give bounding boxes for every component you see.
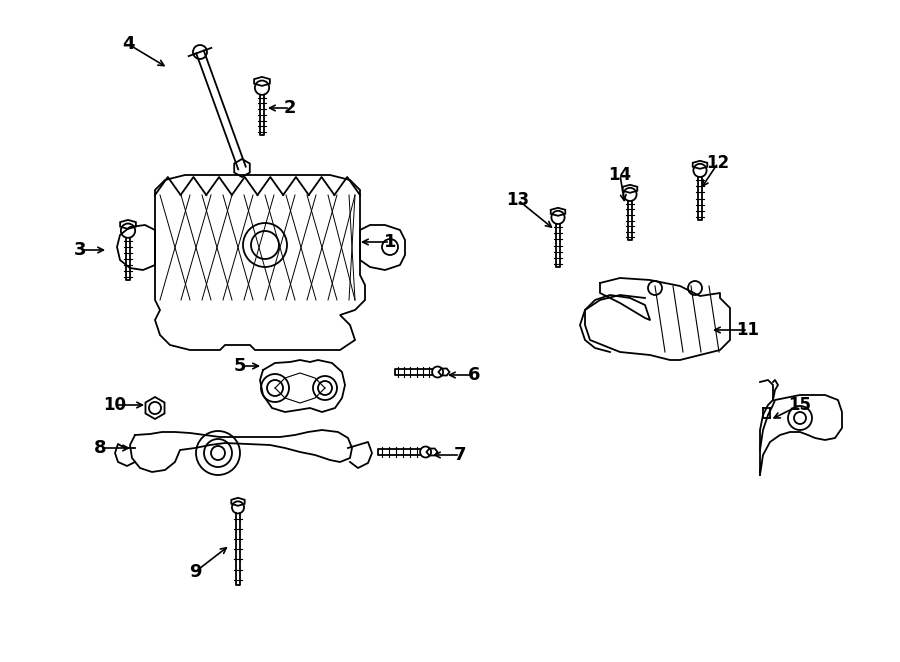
Text: 6: 6	[468, 366, 481, 384]
Text: 13: 13	[507, 191, 529, 209]
Text: 9: 9	[189, 563, 202, 581]
Text: 1: 1	[383, 233, 396, 251]
Text: 7: 7	[454, 446, 466, 464]
Text: 15: 15	[788, 396, 812, 414]
Text: 5: 5	[234, 357, 247, 375]
Text: 10: 10	[104, 396, 127, 414]
Text: 14: 14	[608, 166, 632, 184]
Text: 8: 8	[94, 439, 106, 457]
Text: 12: 12	[706, 154, 730, 172]
Text: 3: 3	[74, 241, 86, 259]
Text: 4: 4	[122, 35, 134, 53]
Text: 2: 2	[284, 99, 296, 117]
Text: 11: 11	[736, 321, 760, 339]
